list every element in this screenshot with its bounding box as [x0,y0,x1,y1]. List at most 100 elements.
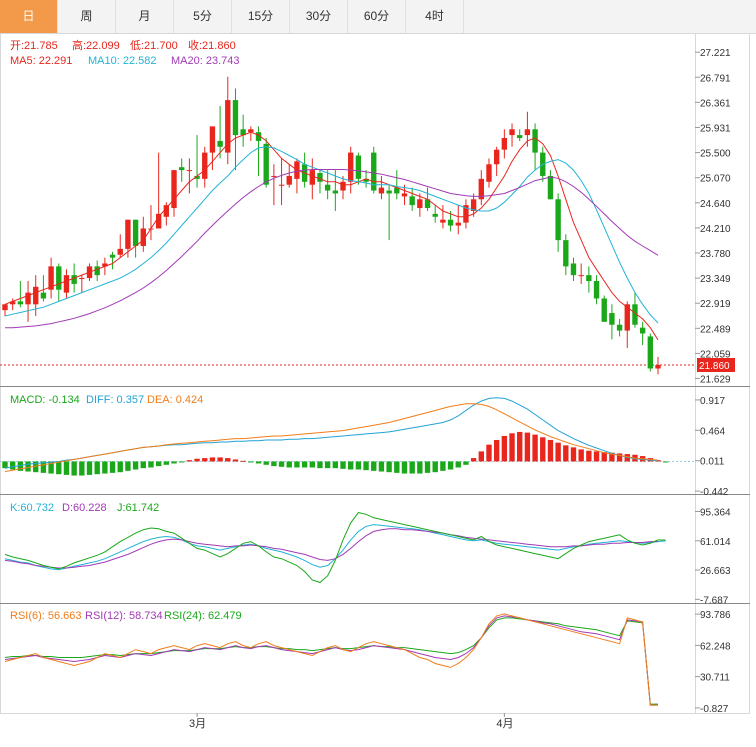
price-tick-label: 21.629 [700,374,731,385]
candle-body [455,222,461,226]
price-tick-label: 26.791 [700,73,731,84]
last-price-box [697,357,735,372]
candle-body [478,178,484,200]
macd-bar [317,461,323,469]
candle-body [601,298,607,322]
macd-bar [478,451,484,462]
candle-body [363,178,369,182]
macd-bar [348,461,354,470]
macd-bar [470,458,477,462]
chart-canvas[interactable]: 开:21.785 高:22.099 低:21.700 收:21.860 MA5:… [0,33,756,747]
candle-body [56,266,62,290]
macd-bar [578,449,584,462]
rsi-tick-label: 30.711 [700,673,730,684]
price-tick-label: 26.361 [700,98,731,109]
legend-ma5: MA5: 22.291 [10,55,72,67]
macd-bar [25,461,31,472]
macd-bar [56,461,62,475]
j-line [4,512,666,584]
macd-bar [409,461,415,474]
macd-bar [424,461,431,473]
tab-day[interactable]: 日 [0,0,58,33]
macd-bar [171,461,177,464]
candle-body [286,175,292,185]
candle-body [486,164,492,182]
macd-bar [340,461,346,469]
candle-body [578,275,584,277]
candle-body [371,152,377,191]
price-tick-label: 23.349 [700,274,731,285]
price-tick-label: 24.210 [700,224,731,235]
candle-body [547,175,554,200]
macd-bar [202,458,208,462]
macd-bar [394,461,400,473]
price-tick-label: 22.919 [700,299,731,310]
candle-body [532,129,538,153]
macd-bar [48,461,54,474]
candle-body [125,219,131,249]
dea-line [4,403,659,472]
price-tick-label: 25.931 [700,123,731,134]
macd-bar [601,452,607,462]
macd-bar [263,461,269,465]
candle-body [355,155,362,179]
candle-body [517,135,523,139]
macd-bar [94,461,100,475]
candle-body [501,138,508,150]
macd-bar [509,433,515,462]
tab-week[interactable]: 周 [58,0,116,33]
candle-body [432,213,438,217]
tab-15min[interactable]: 15分 [232,0,290,33]
rsi-tick-label: -0.827 [700,704,729,715]
rsi12-line [4,615,658,706]
candle-body [194,175,200,179]
candle-body [140,228,146,246]
candle-body [655,364,661,369]
ma5-line [4,131,659,341]
legend-close: 收:21.860 [188,38,236,52]
legend-ma10: MA10: 22.582 [88,55,157,67]
tab-30min[interactable]: 30分 [290,0,348,33]
candle-body [447,219,454,226]
rsi6-line [4,613,658,706]
macd-bar [386,461,392,473]
tab-5min[interactable]: 5分 [174,0,232,33]
macd-bar [140,461,146,469]
ma20-line [5,169,659,329]
legend-diff: DIFF: 0.357 [86,394,144,406]
macd-tick-label: 0.464 [700,426,725,437]
date-tick-label: 3月 [189,718,206,730]
macd-bar [194,458,200,462]
tab-60min[interactable]: 60分 [348,0,406,33]
macd-bar [609,452,615,462]
macd-bar [163,461,170,465]
tab-4hour[interactable]: 4时 [406,0,464,33]
kdj-tick-label: 26.663 [700,566,731,577]
candle-body [186,170,193,172]
candle-body [509,129,515,136]
macd-bar [517,431,523,462]
price-tick-label: 22.059 [700,349,731,360]
macd-bar [255,461,262,464]
macd-bar [417,461,423,474]
legend-ma20: MA20: 23.743 [171,55,240,67]
price-tick-label: 25.500 [700,149,731,160]
candle-body [240,129,246,136]
macd-bar [547,439,554,462]
ma10-line [4,146,659,324]
candle-body [632,304,638,325]
candle-body [624,304,630,331]
candle-body [609,313,615,325]
macd-bar [455,461,461,468]
candle-body [555,199,561,241]
candle-body [217,140,223,147]
candle-body [40,292,47,299]
macd-bar [401,461,408,474]
legend-j: J:61.742 [117,502,159,514]
tab-month[interactable]: 月 [116,0,174,33]
macd-bar [432,461,438,473]
macd-bar [593,451,600,462]
legend-high: 高:22.099 [72,38,120,52]
macd-bar [463,461,469,465]
